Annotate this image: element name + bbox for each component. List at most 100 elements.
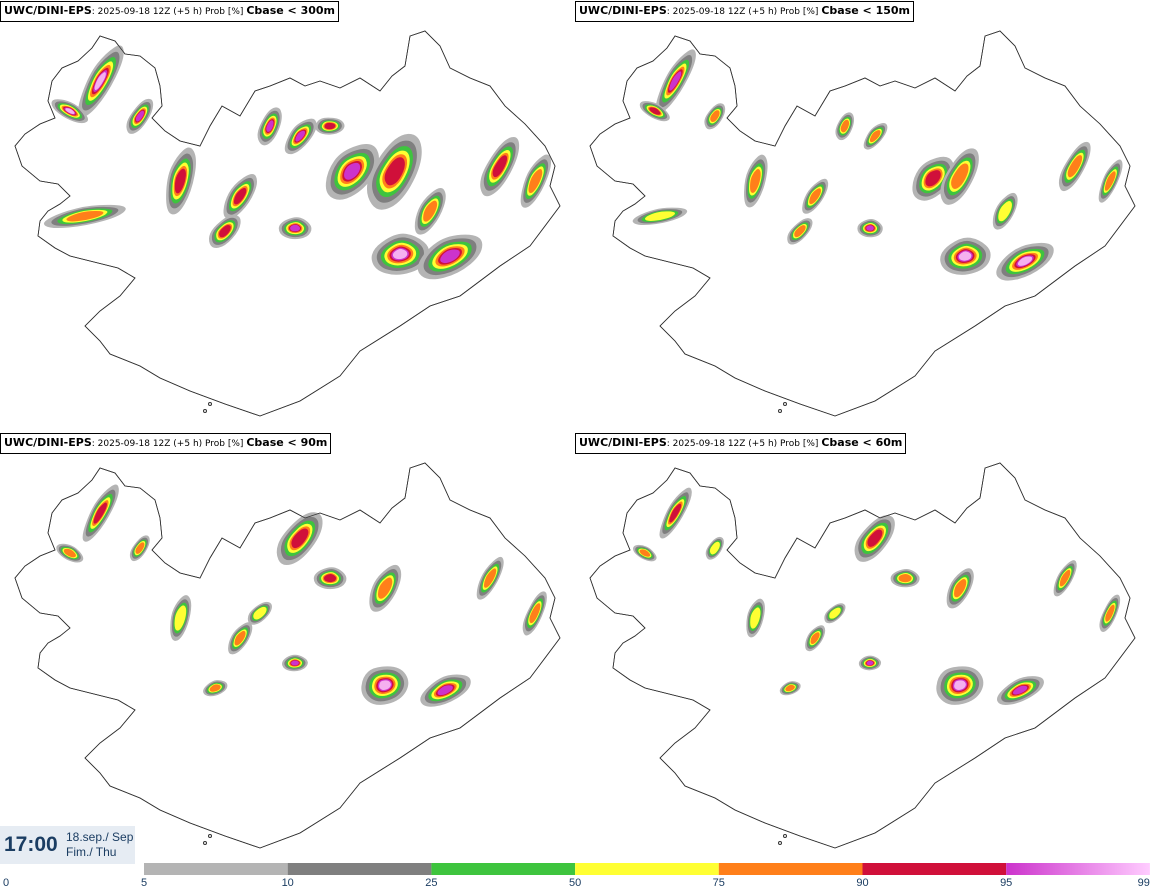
probability-contour bbox=[392, 248, 408, 260]
island bbox=[208, 834, 212, 838]
probability-cell bbox=[257, 107, 282, 146]
probability-contour bbox=[423, 200, 438, 222]
probability-cell bbox=[639, 101, 670, 122]
probability-cell bbox=[997, 676, 1044, 705]
probability-contour bbox=[93, 502, 107, 524]
run-info: 2025-09-18 12Z (+5 h) Prob [%] bbox=[672, 439, 819, 449]
map-panel-150m: UWC/DINI-EPS: 2025-09-18 12Z (+5 h) Prob… bbox=[575, 0, 1150, 434]
colorbar-tick-label: 75 bbox=[713, 877, 725, 889]
probability-cell bbox=[746, 598, 765, 638]
probability-cell bbox=[805, 625, 826, 652]
valid-time: 17:00 bbox=[4, 833, 58, 856]
probability-contour bbox=[1105, 604, 1115, 622]
probability-cell bbox=[1098, 159, 1123, 203]
island bbox=[203, 841, 207, 845]
probability-contour bbox=[810, 632, 820, 644]
probability-cell bbox=[744, 154, 768, 208]
run-info: 2025-09-18 12Z (+5 h) Prob [%] bbox=[97, 439, 244, 449]
model-name: UWC/DINI-EPS bbox=[579, 4, 667, 17]
map-layer bbox=[589, 462, 1136, 849]
date-line-2: Fim./ Thu bbox=[66, 845, 117, 859]
probability-cell bbox=[284, 118, 317, 155]
probability-contour bbox=[266, 120, 274, 132]
probability-cell bbox=[1099, 594, 1121, 632]
colorbar-tick-label: 10 bbox=[282, 877, 294, 889]
panel-title: UWC/DINI-EPS: 2025-09-18 12Z (+5 h) Prob… bbox=[575, 433, 907, 454]
run-info: 2025-09-18 12Z (+5 h) Prob [%] bbox=[97, 7, 244, 17]
colorbar-tick-label: 99 bbox=[1138, 877, 1150, 889]
probability-contour bbox=[377, 577, 393, 599]
probability-cell bbox=[366, 133, 422, 210]
colorbar-bin bbox=[431, 863, 576, 875]
probability-cell bbox=[325, 144, 379, 200]
probability-contour bbox=[379, 680, 391, 690]
probability-contour bbox=[750, 607, 761, 629]
probability-contour bbox=[898, 573, 912, 583]
probability-cell bbox=[247, 601, 272, 625]
probability-cell bbox=[282, 654, 308, 672]
cbase-threshold: Cbase < 300m bbox=[246, 4, 336, 17]
probability-contour bbox=[492, 155, 508, 178]
probability-cell bbox=[203, 680, 228, 697]
probability-cell bbox=[858, 655, 882, 671]
probability-contour bbox=[954, 680, 966, 690]
probability-cell bbox=[520, 154, 552, 208]
probability-cell bbox=[315, 117, 345, 135]
probability-contour bbox=[63, 548, 76, 558]
probability-cell bbox=[1058, 141, 1091, 192]
coastline-outline bbox=[589, 30, 1136, 417]
probability-contour bbox=[1012, 685, 1028, 695]
probability-cell bbox=[996, 242, 1054, 281]
coastline-outline bbox=[14, 30, 561, 417]
probability-contour bbox=[866, 225, 874, 231]
probability-contour bbox=[66, 211, 104, 222]
island bbox=[778, 841, 782, 845]
colorbar-tick-label: 5 bbox=[141, 877, 147, 889]
probability-contour bbox=[869, 130, 881, 143]
probability-contour bbox=[644, 211, 675, 221]
probability-contour bbox=[958, 251, 972, 261]
probability-cell bbox=[522, 591, 547, 636]
iceland-probability-map bbox=[589, 30, 1136, 417]
probability-cell bbox=[655, 49, 696, 113]
colorbar-bin bbox=[287, 863, 432, 875]
probability-cell bbox=[126, 98, 154, 134]
probability-cell bbox=[361, 666, 409, 705]
colorbar-tick-label: 25 bbox=[425, 877, 437, 889]
iceland-probability-map bbox=[14, 30, 561, 417]
probability-cell bbox=[420, 674, 471, 707]
probability-contour bbox=[809, 188, 821, 205]
island bbox=[783, 402, 787, 406]
island bbox=[778, 409, 782, 413]
panel-title: UWC/DINI-EPS: 2025-09-18 12Z (+5 h) Prob… bbox=[0, 433, 332, 454]
probability-contour bbox=[998, 201, 1012, 222]
coastline-outline bbox=[14, 462, 561, 849]
run-info: 2025-09-18 12Z (+5 h) Prob [%] bbox=[672, 7, 819, 17]
panel-title: UWC/DINI-EPS: 2025-09-18 12Z (+5 h) Prob… bbox=[0, 1, 340, 22]
probability-cell bbox=[1053, 560, 1077, 597]
probability-cell bbox=[476, 556, 504, 600]
probability-cell bbox=[863, 123, 888, 150]
valid-date: 18.sep./ Sep Fim./ Thu bbox=[66, 830, 133, 860]
probability-cell bbox=[946, 568, 974, 609]
probability-contour bbox=[324, 574, 337, 583]
model-name: UWC/DINI-EPS bbox=[4, 4, 92, 17]
probability-contour bbox=[174, 168, 186, 194]
colorbar-bin bbox=[718, 863, 863, 875]
probability-contour bbox=[951, 163, 969, 190]
colorbar-bin bbox=[862, 863, 1007, 875]
iceland-probability-map bbox=[589, 462, 1136, 849]
probability-cell bbox=[480, 136, 520, 197]
colorbar-tick-label: 50 bbox=[569, 877, 581, 889]
probability-cell bbox=[936, 666, 984, 705]
cbase-threshold: Cbase < 150m bbox=[821, 4, 911, 17]
probability-cell bbox=[313, 567, 347, 590]
probability-contour bbox=[324, 122, 336, 130]
map-layer bbox=[14, 30, 561, 417]
probability-cell bbox=[824, 603, 846, 624]
probability-contour bbox=[484, 568, 497, 588]
probability-cell bbox=[56, 543, 84, 563]
probability-contour bbox=[866, 660, 874, 666]
probability-cell bbox=[129, 535, 150, 562]
probability-cell bbox=[369, 564, 402, 612]
